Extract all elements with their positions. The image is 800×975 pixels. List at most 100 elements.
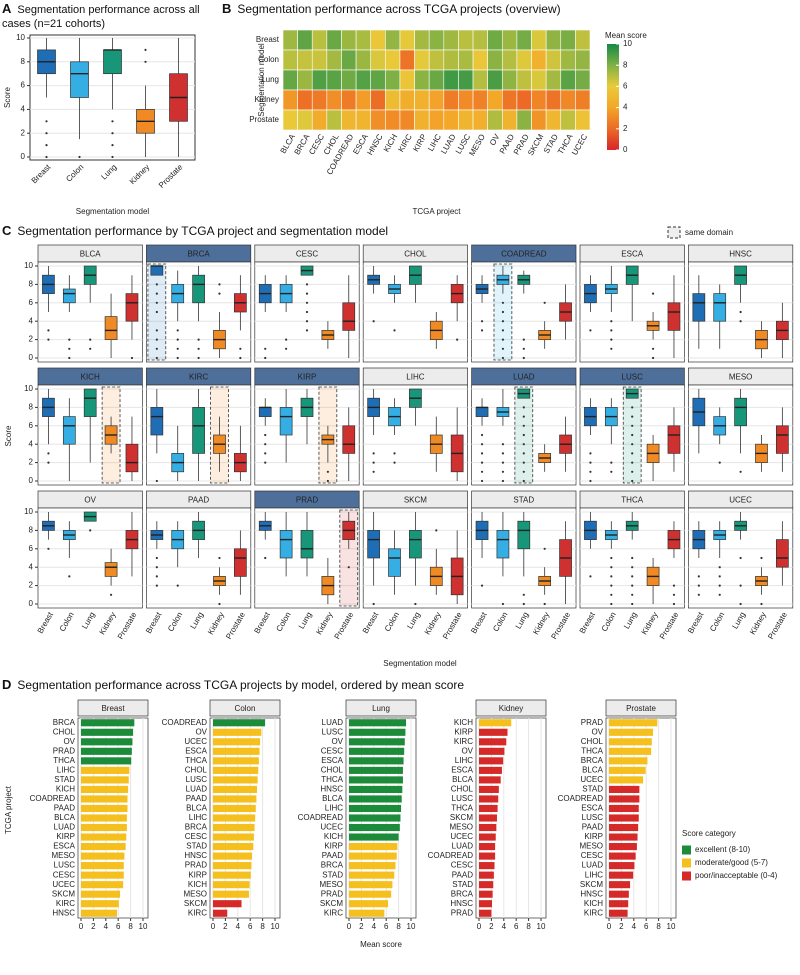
outlier (68, 347, 71, 350)
outlier (155, 347, 158, 350)
heat-cell (531, 89, 547, 111)
y-tick-label: OV (461, 746, 473, 755)
x-tick-label: 10 (271, 922, 280, 931)
heat-cell (297, 109, 313, 131)
x-tick-label: Colon (600, 611, 618, 634)
y-tick-label: HNSC (184, 851, 207, 860)
x-tick-label: Kidney (531, 611, 551, 637)
outlier (218, 602, 221, 606)
box (667, 302, 681, 331)
legend-swatch (682, 858, 691, 868)
bar (609, 738, 652, 746)
y-tick-label: KIRP (584, 832, 603, 841)
box (258, 407, 272, 417)
box (104, 316, 118, 340)
x-tick-label: 10 (139, 922, 148, 931)
x-tick-label: Lung (297, 611, 314, 631)
y-tick-label: KIRC (188, 908, 207, 917)
outlier (239, 356, 242, 360)
outlier (501, 329, 505, 332)
outlier (111, 155, 114, 159)
box (234, 548, 247, 577)
outlier (305, 320, 309, 323)
outlier (631, 433, 634, 437)
box (388, 548, 401, 577)
heat-cell (531, 49, 547, 71)
outlier (47, 547, 50, 550)
outlier (589, 452, 592, 455)
y-tick-label: CESC (53, 870, 75, 879)
x-tick-label: 0 (211, 922, 216, 931)
bar (479, 795, 499, 803)
heat-cell (297, 29, 313, 51)
box (776, 425, 789, 454)
legend-title: Score category (682, 829, 736, 838)
legend-label: moderate/good (5-7) (695, 858, 768, 867)
outlier (414, 602, 417, 606)
outlier (480, 452, 484, 455)
bar (81, 757, 132, 765)
bar (349, 909, 385, 917)
panel-title: LUAD (513, 373, 535, 382)
heat-cell (501, 109, 518, 131)
box (104, 562, 118, 577)
heat-cell (341, 69, 357, 91)
outlier (610, 470, 613, 473)
x-tick-label: 4 (104, 922, 109, 931)
panel-title: KIRP (298, 373, 317, 382)
bar (479, 814, 497, 822)
y-tick-label: KICH (188, 880, 207, 889)
panel-title: PRAD (296, 496, 318, 505)
x-tick-label: KICH (382, 132, 399, 153)
outlier (372, 461, 375, 464)
y-tick-label: CHOL (53, 727, 76, 736)
x-tick-label: Breast (469, 610, 489, 635)
x-tick-label: 4 (236, 922, 241, 931)
outlier (347, 566, 350, 569)
outlier (264, 356, 267, 360)
x-tick-label: 2 (91, 922, 96, 931)
outlier (543, 602, 546, 606)
heat-cell (472, 69, 488, 91)
heat-cell (428, 89, 445, 111)
outlier (155, 338, 158, 341)
y-tick-label: LIHC (57, 765, 75, 774)
heat-cell (487, 29, 503, 51)
y-tick-label: BLCA (452, 775, 474, 784)
y-tick-label: PRAD (321, 889, 343, 898)
heat-cell (443, 89, 459, 111)
panel-title: Segmentation performance across all case… (2, 4, 200, 30)
heat-cell (326, 69, 342, 91)
outlier (522, 356, 525, 360)
y-tick-label: UCEC (52, 880, 75, 889)
y-tick-label: 2 (21, 128, 26, 137)
outlier (47, 461, 50, 464)
bar (349, 843, 398, 851)
outlier (47, 338, 50, 341)
bar (479, 862, 495, 870)
colorbar-tick-label: 10 (623, 39, 632, 48)
x-tick-label: Breast (686, 610, 706, 635)
y-tick-label: SKCM (320, 899, 343, 908)
box (667, 425, 681, 454)
panel-title: LIHC (406, 373, 424, 382)
bar (213, 776, 258, 784)
panel-title: KIRC (189, 373, 208, 382)
bar (213, 719, 266, 727)
bar (213, 785, 258, 793)
heat-cell (443, 29, 459, 51)
x-tick-label: Kidney (128, 163, 152, 187)
outlier (522, 470, 525, 473)
outlier (610, 584, 613, 587)
x-tick-label: 2 (619, 922, 624, 931)
outlier (480, 443, 484, 446)
outlier (218, 283, 221, 286)
heat-cell (531, 29, 547, 51)
y-tick-label: LIHC (189, 813, 207, 822)
outlier (631, 575, 634, 578)
box (475, 407, 489, 417)
heat-cell (560, 29, 576, 51)
y-tick-label: CHOL (185, 765, 208, 774)
y-tick-label: COADREAD (558, 794, 604, 803)
outlier (501, 347, 505, 350)
